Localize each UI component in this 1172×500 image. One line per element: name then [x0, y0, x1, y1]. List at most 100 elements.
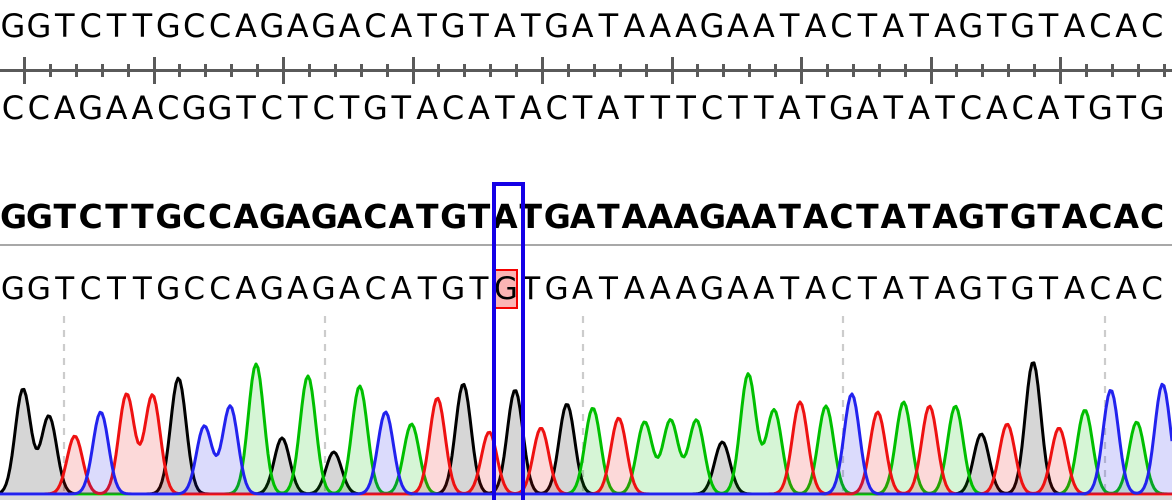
- sequence-base[interactable]: C: [1089, 270, 1112, 307]
- sequence-base[interactable]: A: [492, 196, 518, 236]
- sequence-base[interactable]: G: [0, 7, 26, 45]
- sequence-base[interactable]: A: [390, 270, 412, 307]
- sequence-base[interactable]: C: [363, 196, 388, 236]
- sequence-base[interactable]: T: [728, 89, 748, 127]
- sequence-base[interactable]: T: [883, 89, 903, 127]
- sequence-base[interactable]: A: [519, 89, 542, 127]
- sequence-base[interactable]: C: [79, 7, 102, 45]
- sequence-base[interactable]: C: [79, 270, 102, 307]
- sequence-base[interactable]: A: [675, 270, 697, 307]
- sequence-base[interactable]: T: [985, 196, 1009, 236]
- sequence-base[interactable]: T: [1037, 196, 1060, 236]
- sequence-base[interactable]: T: [778, 196, 801, 236]
- sequence-base[interactable]: T: [417, 7, 437, 45]
- sequence-base[interactable]: T: [467, 196, 491, 236]
- sequence-base[interactable]: C: [183, 7, 206, 45]
- sequence-base[interactable]: T: [907, 196, 931, 236]
- sequence-base[interactable]: C: [209, 270, 231, 307]
- sequence-base[interactable]: T: [987, 270, 1007, 307]
- sequence-base[interactable]: A: [673, 196, 699, 236]
- sequence-base[interactable]: A: [804, 270, 827, 307]
- sequence-base[interactable]: C: [1, 89, 25, 127]
- sequence-base[interactable]: G: [0, 270, 25, 307]
- sequence-base[interactable]: T: [805, 89, 826, 127]
- sequence-base[interactable]: G: [25, 196, 53, 236]
- sequence-base[interactable]: A: [1037, 89, 1060, 127]
- sequence-base[interactable]: A: [726, 7, 749, 45]
- sequence-base[interactable]: A: [778, 89, 801, 127]
- sequence-base[interactable]: A: [675, 7, 698, 45]
- sequence-base[interactable]: T: [856, 196, 879, 236]
- sequence-base[interactable]: T: [495, 89, 515, 127]
- sequence-base[interactable]: A: [649, 7, 672, 45]
- sequence-base[interactable]: T: [415, 196, 439, 236]
- sequence-base[interactable]: T: [779, 7, 800, 45]
- sequence-base[interactable]: T: [107, 270, 126, 307]
- sequence-base[interactable]: C: [312, 89, 335, 127]
- sequence-base[interactable]: G: [26, 7, 52, 45]
- sequence-base[interactable]: G: [259, 270, 284, 307]
- sequence-base[interactable]: A: [287, 270, 309, 307]
- sequence-base[interactable]: G: [1010, 270, 1035, 307]
- sequence-base[interactable]: C: [1140, 196, 1165, 236]
- sequence-base[interactable]: A: [1115, 7, 1138, 45]
- sequence-base[interactable]: C: [700, 89, 724, 127]
- sequence-base[interactable]: T: [105, 196, 128, 236]
- sequence-base[interactable]: A: [235, 7, 257, 45]
- sequence-base[interactable]: A: [105, 89, 128, 127]
- sequence-base[interactable]: C: [441, 89, 465, 127]
- sequence-base[interactable]: G: [155, 7, 181, 45]
- sequence-base[interactable]: A: [882, 270, 904, 307]
- sequence-base[interactable]: A: [934, 270, 956, 307]
- sequence-base[interactable]: G: [1010, 7, 1036, 45]
- sequence-base[interactable]: T: [909, 7, 929, 45]
- sequence-base[interactable]: T: [132, 7, 153, 45]
- sequence-base[interactable]: T: [519, 196, 543, 236]
- sequence-base[interactable]: A: [416, 89, 439, 127]
- sequence-base[interactable]: G: [258, 196, 286, 236]
- sequence-base[interactable]: T: [572, 89, 593, 127]
- sequence-base[interactable]: A: [1063, 7, 1086, 45]
- sequence-base[interactable]: A: [235, 270, 257, 307]
- sequence-base[interactable]: A: [934, 7, 956, 45]
- sequence-base[interactable]: C: [207, 196, 233, 236]
- sequence-base[interactable]: A: [649, 270, 671, 307]
- sequence-base[interactable]: C: [364, 7, 387, 45]
- sequence-base[interactable]: T: [132, 270, 152, 307]
- sequence-base[interactable]: T: [1038, 7, 1059, 45]
- sequence-base[interactable]: A: [571, 270, 594, 307]
- chromatogram-panel[interactable]: [0, 316, 1172, 500]
- sequence-base[interactable]: A: [752, 7, 775, 45]
- sequence-base[interactable]: G: [829, 89, 854, 127]
- sequence-base[interactable]: C: [364, 270, 387, 307]
- sequence-base[interactable]: A: [493, 7, 516, 45]
- sequence-base[interactable]: A: [727, 270, 749, 307]
- sequence-base[interactable]: A: [338, 7, 361, 45]
- sequence-base[interactable]: T: [53, 196, 76, 236]
- mismatch-base[interactable]: G: [491, 269, 518, 309]
- sequence-base[interactable]: T: [54, 7, 75, 45]
- sequence-base[interactable]: C: [182, 196, 207, 236]
- sequence-base[interactable]: T: [597, 196, 620, 236]
- sequence-base[interactable]: G: [440, 7, 466, 45]
- sequence-base[interactable]: A: [908, 89, 931, 127]
- sequence-base[interactable]: T: [469, 270, 489, 307]
- sequence-base[interactable]: C: [1088, 196, 1113, 236]
- sequence-base[interactable]: G: [259, 7, 285, 45]
- sequence-base[interactable]: T: [520, 7, 541, 45]
- sequence-base[interactable]: G: [156, 270, 181, 307]
- sequence-base[interactable]: C: [1089, 7, 1112, 45]
- sequence-base[interactable]: C: [78, 196, 103, 236]
- sequence-base[interactable]: G: [544, 270, 569, 307]
- sequence-base[interactable]: A: [1113, 196, 1140, 236]
- sequence-base[interactable]: C: [208, 7, 232, 45]
- sequence-base[interactable]: T: [935, 89, 955, 127]
- sequence-base[interactable]: T: [987, 7, 1007, 45]
- sequence-base[interactable]: A: [882, 7, 905, 45]
- sequence-base[interactable]: G: [699, 7, 725, 45]
- sequence-base[interactable]: A: [336, 196, 363, 236]
- sequence-base[interactable]: C: [27, 89, 50, 127]
- sequence-base[interactable]: T: [1039, 270, 1059, 307]
